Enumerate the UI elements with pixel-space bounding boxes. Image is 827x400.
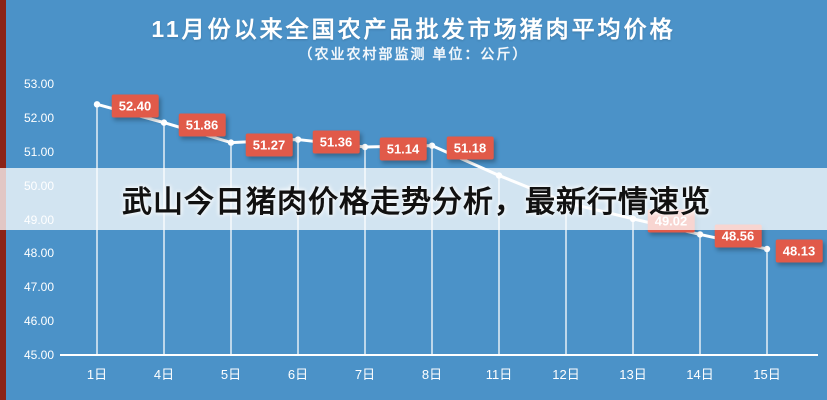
- data-point-marker: [763, 245, 771, 253]
- data-label: 52.40: [111, 94, 159, 118]
- x-axis-tick-label: 14日: [686, 367, 714, 382]
- data-label: 51.14: [379, 137, 427, 161]
- headline-overlay: 武山今日猪肉价格走势分析，最新行情速览: [0, 168, 827, 230]
- data-label: 51.18: [446, 136, 494, 160]
- y-axis-tick-label: 47.00: [23, 280, 54, 295]
- data-label: 48.56: [714, 224, 762, 248]
- x-axis-tick-label: 1日: [86, 367, 108, 382]
- x-axis-tick-label: 12日: [552, 367, 580, 382]
- y-axis-tick-label: 51.00: [23, 144, 54, 159]
- data-label: 48.13: [775, 239, 823, 263]
- y-axis-tick-label: 46.00: [23, 314, 54, 329]
- data-point-marker: [93, 101, 101, 108]
- data-point-marker: [294, 136, 302, 143]
- x-axis-tick-label: 6日: [287, 367, 309, 382]
- x-axis-tick-label: 5日: [220, 367, 242, 382]
- data-point-marker: [227, 139, 235, 146]
- data-point-marker: [361, 143, 369, 151]
- chart-title: 11月份以来全国农产品批发市场猪肉平均价格: [151, 16, 676, 42]
- chart-subtitle: （农业农村部监测 单位：公斤）: [298, 46, 529, 62]
- data-point-marker: [696, 231, 704, 238]
- x-axis-tick-label: 8日: [421, 367, 443, 382]
- x-axis-tick-label: 15日: [753, 367, 781, 382]
- y-axis-tick-label: 48.00: [23, 246, 54, 261]
- data-label: 51.86: [178, 113, 226, 137]
- x-axis-tick-label: 11日: [485, 367, 513, 382]
- y-axis-tick-label: 45.00: [23, 348, 54, 362]
- x-axis-tick-label: 13日: [619, 367, 647, 382]
- headline-text: 武山今日猪肉价格走势分析，最新行情速览: [122, 186, 711, 219]
- y-axis-tick-label: 53.00: [23, 77, 54, 91]
- data-point-marker: [160, 119, 168, 126]
- data-point-marker: [428, 142, 436, 149]
- x-axis-tick-label: 4日: [153, 367, 175, 382]
- y-axis-tick-label: 52.00: [23, 110, 54, 125]
- x-axis-tick-label: 7日: [354, 367, 376, 382]
- data-label: 51.36: [312, 130, 360, 154]
- data-label: 51.27: [245, 133, 293, 157]
